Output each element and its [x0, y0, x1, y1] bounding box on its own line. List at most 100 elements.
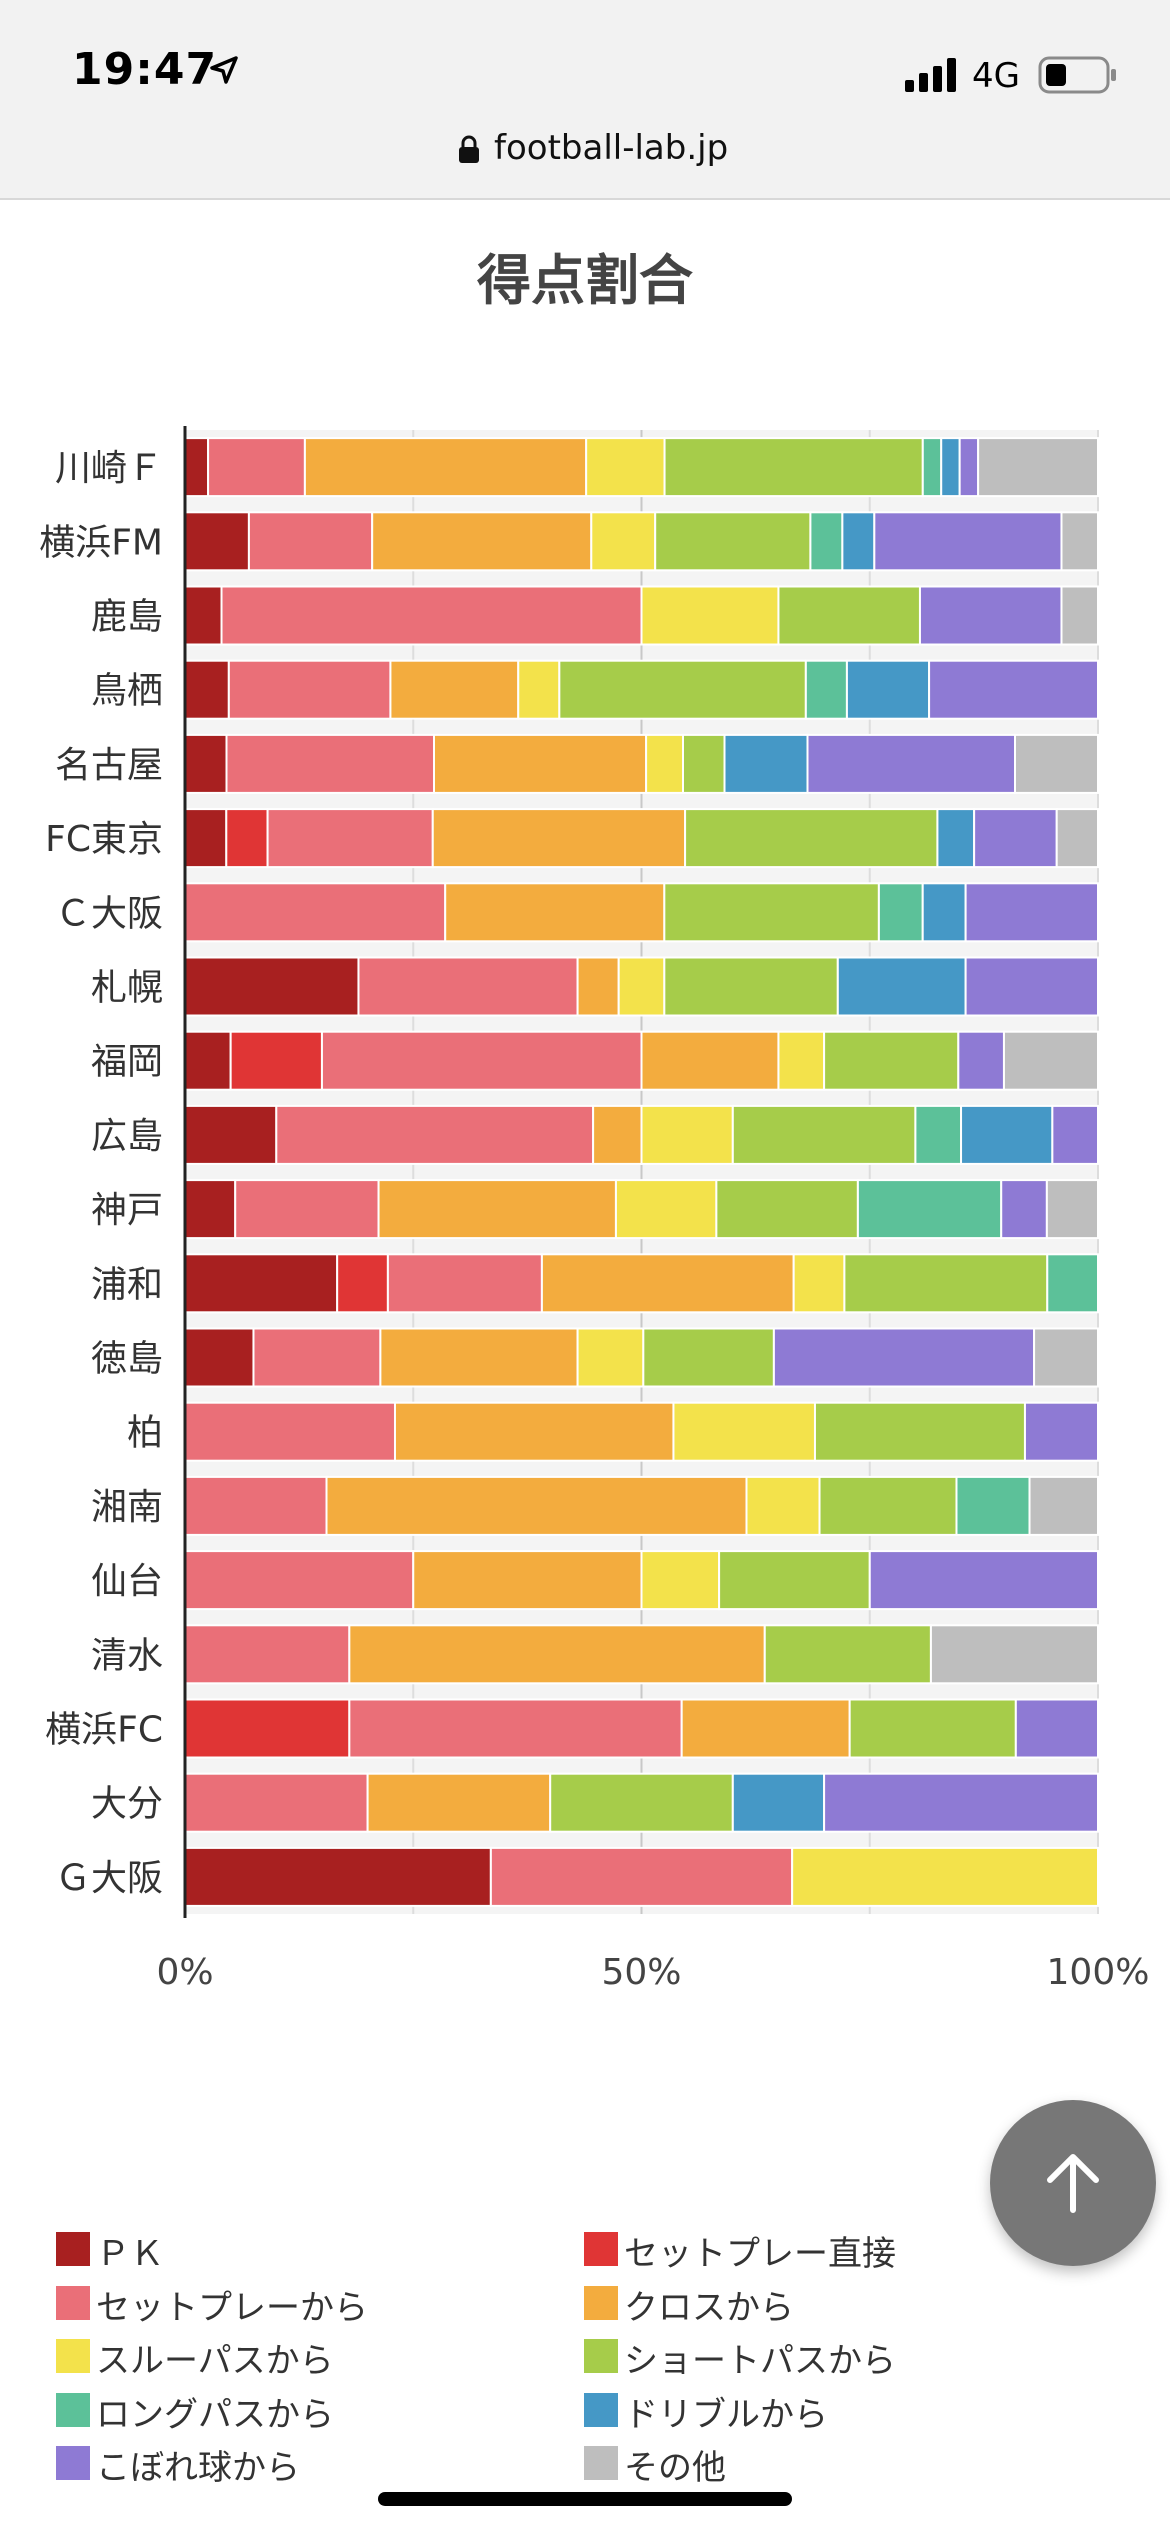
bar-segment[interactable] [184, 1104, 278, 1165]
bar-segment[interactable] [1014, 1698, 1100, 1759]
bar-segment[interactable] [957, 1030, 1005, 1091]
bar-segment[interactable] [1033, 1327, 1099, 1388]
bar-segment[interactable] [1060, 585, 1099, 646]
bar-segment[interactable] [184, 511, 250, 572]
bar-segment[interactable] [184, 956, 360, 1017]
bar-segment[interactable] [772, 1327, 1036, 1388]
bar-segment[interactable] [184, 1327, 255, 1388]
bar-segment[interactable] [431, 808, 687, 869]
bar-segment[interactable] [266, 808, 434, 869]
bar-segment[interactable] [731, 1772, 826, 1833]
bar-segment[interactable] [680, 1698, 851, 1759]
bar-segment[interactable] [921, 882, 967, 943]
bar-segment[interactable] [184, 1846, 492, 1907]
bar-segment[interactable] [804, 659, 848, 720]
bar-segment[interactable] [184, 437, 210, 498]
browser-url-bar[interactable] [0, 120, 1170, 200]
bar-segment[interactable] [576, 956, 620, 1017]
bar-segment[interactable] [843, 1253, 1049, 1314]
bar-segment[interactable] [389, 659, 520, 720]
bar-segment[interactable] [960, 1104, 1054, 1165]
bar-segment[interactable] [207, 437, 306, 498]
bar-segment[interactable] [184, 585, 223, 646]
bar-segment[interactable] [184, 1401, 396, 1462]
scroll-to-top-button[interactable] [990, 2100, 1156, 2266]
bar-segment[interactable] [977, 437, 1099, 498]
bar-segment[interactable] [393, 1401, 675, 1462]
bar-segment[interactable] [1028, 1475, 1100, 1536]
bar-segment[interactable] [379, 1327, 579, 1388]
bar-segment[interactable] [585, 437, 666, 498]
bar-segment[interactable] [184, 733, 228, 794]
bar-segment[interactable] [929, 1624, 1100, 1685]
bar-segment[interactable] [336, 1253, 389, 1314]
bar-segment[interactable] [617, 956, 666, 1017]
bar-segment[interactable] [731, 1104, 917, 1165]
bar-segment[interactable] [684, 808, 939, 869]
bar-segment[interactable] [303, 437, 588, 498]
bar-segment[interactable] [791, 1846, 1100, 1907]
bar-segment[interactable] [823, 1772, 1099, 1833]
bar-segment[interactable] [184, 1698, 351, 1759]
bar-segment[interactable] [715, 1179, 859, 1240]
bar-segment[interactable] [220, 585, 643, 646]
bar-segment[interactable] [184, 1624, 351, 1685]
bar-segment[interactable] [489, 1846, 794, 1907]
bar-segment[interactable] [818, 1475, 958, 1536]
bar-segment[interactable] [918, 585, 1063, 646]
bar-segment[interactable] [184, 808, 228, 869]
bar-segment[interactable] [184, 1253, 339, 1314]
bar-segment[interactable] [320, 1030, 643, 1091]
bar-segment[interactable] [1060, 511, 1099, 572]
bar-segment[interactable] [823, 1030, 960, 1091]
bar-segment[interactable] [444, 882, 666, 943]
bar-segment[interactable] [745, 1475, 821, 1536]
bar-segment[interactable] [642, 1327, 775, 1388]
bar-segment[interactable] [1051, 1104, 1099, 1165]
bar-segment[interactable] [371, 511, 593, 572]
bar-segment[interactable] [877, 882, 924, 943]
bar-segment[interactable] [973, 808, 1058, 869]
bar-segment[interactable] [640, 1550, 721, 1611]
bar-segment[interactable] [718, 1550, 871, 1611]
bar-segment[interactable] [809, 511, 844, 572]
bar-segment[interactable] [672, 1401, 816, 1462]
bar-segment[interactable] [549, 1772, 734, 1833]
bar-segment[interactable] [225, 808, 269, 869]
bar-segment[interactable] [640, 1104, 734, 1165]
bar-segment[interactable] [357, 956, 579, 1017]
bar-segment[interactable] [252, 1327, 382, 1388]
bar-segment[interactable] [558, 659, 807, 720]
bar-segment[interactable] [654, 511, 812, 572]
bar-segment[interactable] [873, 511, 1063, 572]
bar-segment[interactable] [590, 511, 657, 572]
bar-segment[interactable] [1023, 1401, 1099, 1462]
bar-segment[interactable] [433, 733, 648, 794]
bar-segment[interactable] [325, 1475, 748, 1536]
bar-segment[interactable] [1045, 1179, 1099, 1240]
bar-segment[interactable] [806, 733, 1016, 794]
bar-segment[interactable] [412, 1550, 643, 1611]
bar-segment[interactable] [964, 956, 1099, 1017]
bar-segment[interactable] [184, 1475, 328, 1536]
bar-segment[interactable] [936, 808, 976, 869]
bar-segment[interactable] [868, 1550, 1099, 1611]
bar-segment[interactable] [928, 659, 1099, 720]
bar-segment[interactable] [914, 1104, 963, 1165]
bar-segment[interactable] [848, 1698, 1017, 1759]
bar-segment[interactable] [517, 659, 561, 720]
bar-segment[interactable] [645, 733, 684, 794]
bar-segment[interactable] [640, 585, 780, 646]
bar-segment[interactable] [225, 733, 435, 794]
bar-segment[interactable] [836, 956, 967, 1017]
bar-segment[interactable] [663, 882, 880, 943]
bar-segment[interactable] [777, 585, 921, 646]
bar-segment[interactable] [184, 659, 230, 720]
bar-segment[interactable] [247, 511, 374, 572]
bar-segment[interactable] [1046, 1253, 1100, 1314]
bar-segment[interactable] [813, 1401, 1026, 1462]
bar-segment[interactable] [227, 659, 392, 720]
bar-segment[interactable] [792, 1253, 846, 1314]
bar-segment[interactable] [348, 1698, 683, 1759]
bar-segment[interactable] [663, 956, 839, 1017]
